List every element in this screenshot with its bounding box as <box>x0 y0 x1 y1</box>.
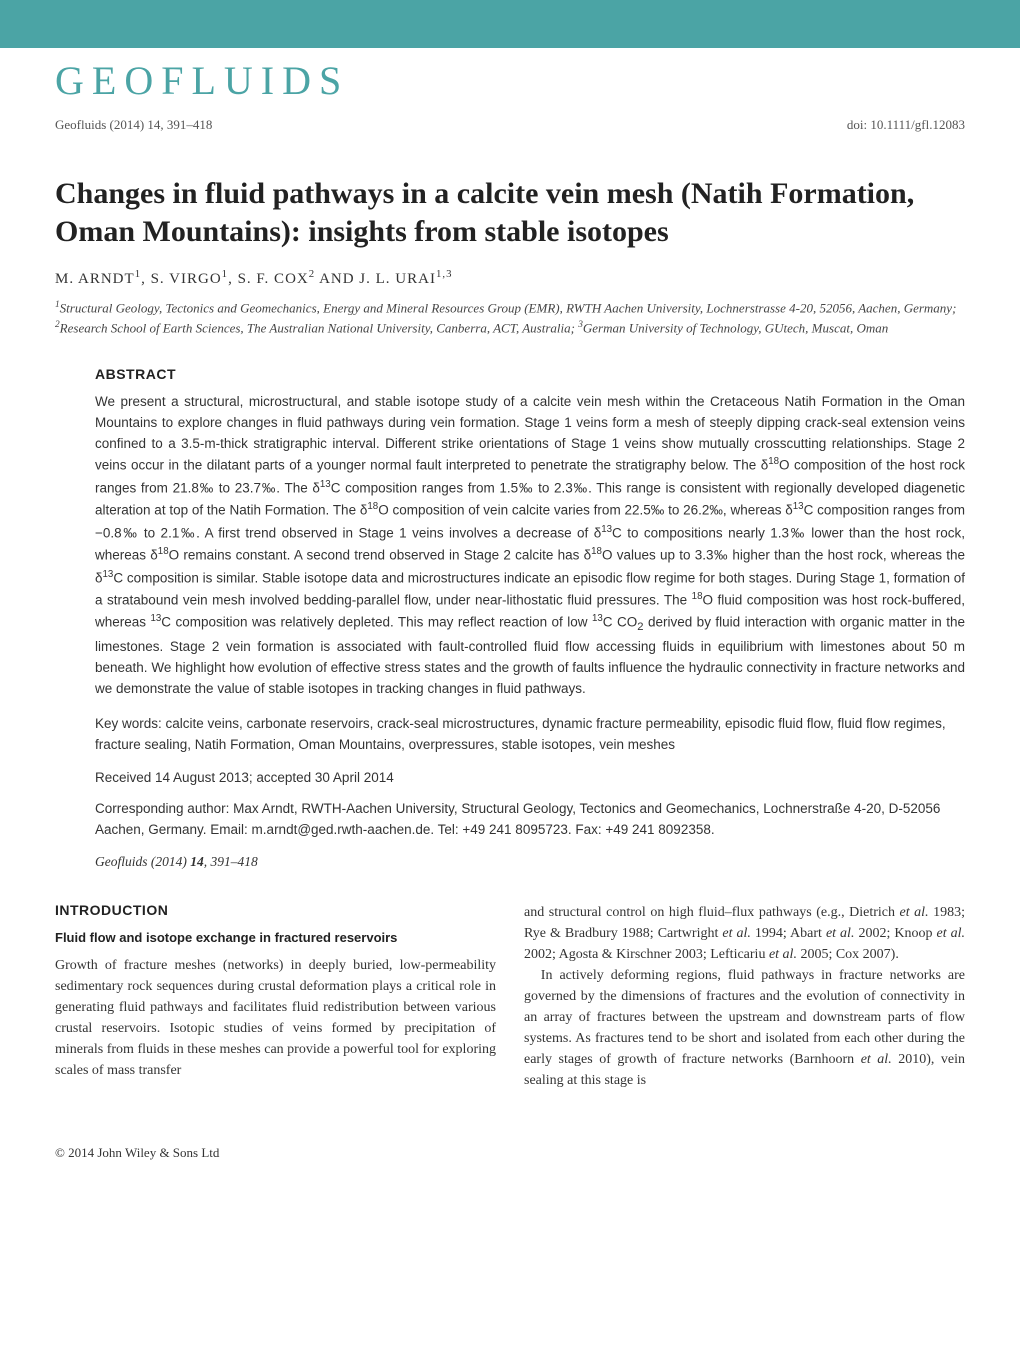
authors-line: M. ARNDT1, S. VIRGO1, S. F. COX2 AND J. … <box>55 268 965 288</box>
citation-left: Geofluids (2014) 14, 391–418 <box>55 117 212 133</box>
abstract-block: ABSTRACT We present a structural, micros… <box>55 366 965 871</box>
submission-dates: Received 14 August 2013; accepted 30 Apr… <box>95 770 965 785</box>
doi: doi: 10.1111/gfl.12083 <box>847 117 965 133</box>
section-heading-introduction: INTRODUCTION <box>55 902 496 918</box>
abstract-heading: ABSTRACT <box>95 366 965 382</box>
subsection-heading: Fluid flow and isotope exchange in fract… <box>55 930 496 945</box>
abstract-text: We present a structural, microstructural… <box>95 392 965 700</box>
citation-reference: Geofluids (2014) 14, 391–418 <box>95 854 965 870</box>
article-title: Changes in fluid pathways in a calcite v… <box>55 175 965 250</box>
journal-logo: GEOFLUIDS <box>0 48 1020 109</box>
copyright-line: © 2014 John Wiley & Sons Ltd <box>0 1131 1020 1181</box>
article-content: Changes in fluid pathways in a calcite v… <box>0 145 1020 1131</box>
column-left: INTRODUCTION Fluid flow and isotope exch… <box>55 902 496 1091</box>
header-meta: Geofluids (2014) 14, 391–418 doi: 10.111… <box>0 109 1020 145</box>
header-accent-band <box>0 0 1020 48</box>
svg-text:GEOFLUIDS: GEOFLUIDS <box>55 58 349 103</box>
corresponding-author: Corresponding author: Max Arndt, RWTH-Aa… <box>95 799 965 841</box>
keywords: Key words: calcite veins, carbonate rese… <box>95 714 965 756</box>
affiliations: 1Structural Geology, Tectonics and Geome… <box>55 298 965 338</box>
body-columns: INTRODUCTION Fluid flow and isotope exch… <box>55 902 965 1091</box>
intro-paragraph-right: and structural control on high fluid–flu… <box>524 902 965 1091</box>
intro-paragraph-left: Growth of fracture meshes (networks) in … <box>55 955 496 1081</box>
column-right: and structural control on high fluid–flu… <box>524 902 965 1091</box>
intro-p2: In actively deforming regions, fluid pat… <box>524 965 965 1091</box>
intro-p1: and structural control on high fluid–flu… <box>524 902 965 965</box>
